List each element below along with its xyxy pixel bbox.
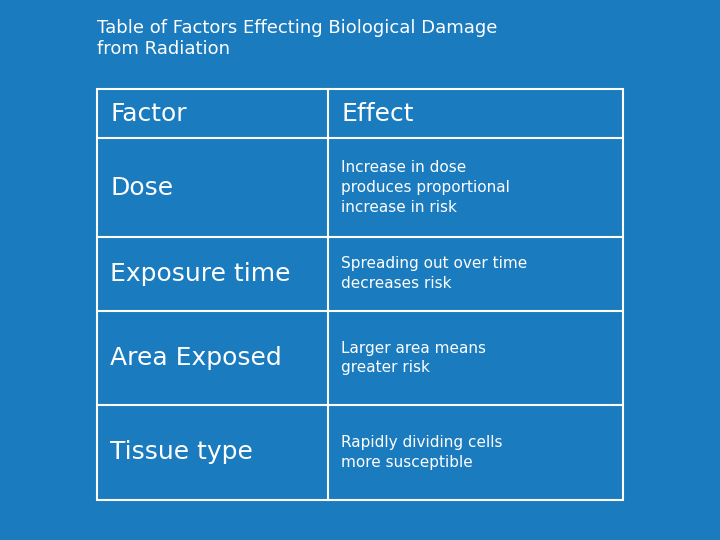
Text: Dose: Dose — [110, 176, 174, 200]
Text: Table of Factors Effecting Biological Damage
from Radiation: Table of Factors Effecting Biological Da… — [97, 19, 498, 58]
Text: Area Exposed: Area Exposed — [110, 346, 282, 370]
Text: Increase in dose
produces proportional
increase in risk: Increase in dose produces proportional i… — [341, 160, 510, 215]
Text: Larger area means
greater risk: Larger area means greater risk — [341, 341, 487, 375]
Bar — [97, 89, 623, 500]
Text: Tissue type: Tissue type — [110, 440, 253, 464]
Text: Effect: Effect — [341, 102, 414, 126]
Text: Factor: Factor — [110, 102, 186, 126]
Text: Rapidly dividing cells
more susceptible: Rapidly dividing cells more susceptible — [341, 435, 503, 470]
Text: Spreading out over time
decreases risk: Spreading out over time decreases risk — [341, 256, 528, 291]
Text: Exposure time: Exposure time — [110, 262, 291, 286]
